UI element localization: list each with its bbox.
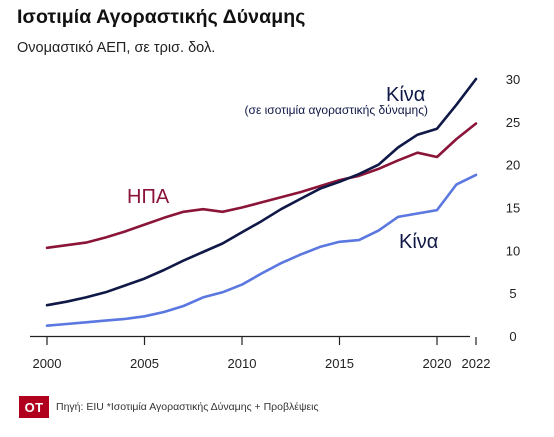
source-note: Πηγή: EIU *Ισοτιμία Αγοραστικής Δύναμης … xyxy=(56,401,319,413)
y-tick-label-20: 20 xyxy=(506,158,520,173)
series-line-china_nominal xyxy=(45,173,478,328)
chart-subtitle: Ονομαστικό ΑΕΠ, σε τρισ. δολ. xyxy=(17,40,216,56)
footer: ΟΤ Πηγή: EIU *Ισοτιμία Αγοραστικής Δύναμ… xyxy=(19,396,319,418)
x-tick-label-2010: 2010 xyxy=(228,356,257,371)
y-tick-label-25: 25 xyxy=(506,115,520,130)
x-axis-ticks: 2000 2005 2010 2015 2020 2022 xyxy=(33,337,491,371)
y-tick-label-15: 15 xyxy=(506,201,520,216)
x-tick-label-2005: 2005 xyxy=(130,356,159,371)
chart-title: Ισοτιμία Αγοραστικής Δύναμης xyxy=(17,6,306,28)
publisher-logo: ΟΤ xyxy=(19,396,49,418)
usa-series-label: ΗΠΑ xyxy=(127,186,170,208)
series-line-usa xyxy=(45,122,478,250)
china-nominal-series-label: Κίνα xyxy=(399,231,438,253)
y-axis-ticks: 0 5 10 15 20 25 30 xyxy=(506,72,520,344)
x-tick-label-2020: 2020 xyxy=(423,356,452,371)
x-tick-label-2000: 2000 xyxy=(33,356,62,371)
x-tick-label-2022: 2022 xyxy=(462,356,491,371)
x-tick-label-2015: 2015 xyxy=(325,356,354,371)
y-tick-label-10: 10 xyxy=(506,243,520,258)
y-tick-label-0: 0 xyxy=(509,329,516,344)
china-ppp-series-label: Κίνα xyxy=(386,84,425,106)
y-tick-label-30: 30 xyxy=(506,72,520,87)
series-line-china_ppp xyxy=(45,77,478,307)
y-tick-label-5: 5 xyxy=(509,286,516,301)
series-lines xyxy=(45,77,478,328)
china-ppp-series-note: (σε ισοτιμία αγοραστικής δύναμης) xyxy=(245,103,428,117)
